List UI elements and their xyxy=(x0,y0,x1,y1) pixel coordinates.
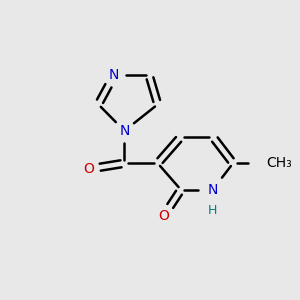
Text: H: H xyxy=(208,204,218,217)
Text: N: N xyxy=(109,68,119,82)
Text: N: N xyxy=(119,124,130,138)
Text: O: O xyxy=(83,162,94,176)
Text: CH₃: CH₃ xyxy=(266,156,292,170)
Text: N: N xyxy=(208,183,218,197)
Text: O: O xyxy=(158,209,169,223)
